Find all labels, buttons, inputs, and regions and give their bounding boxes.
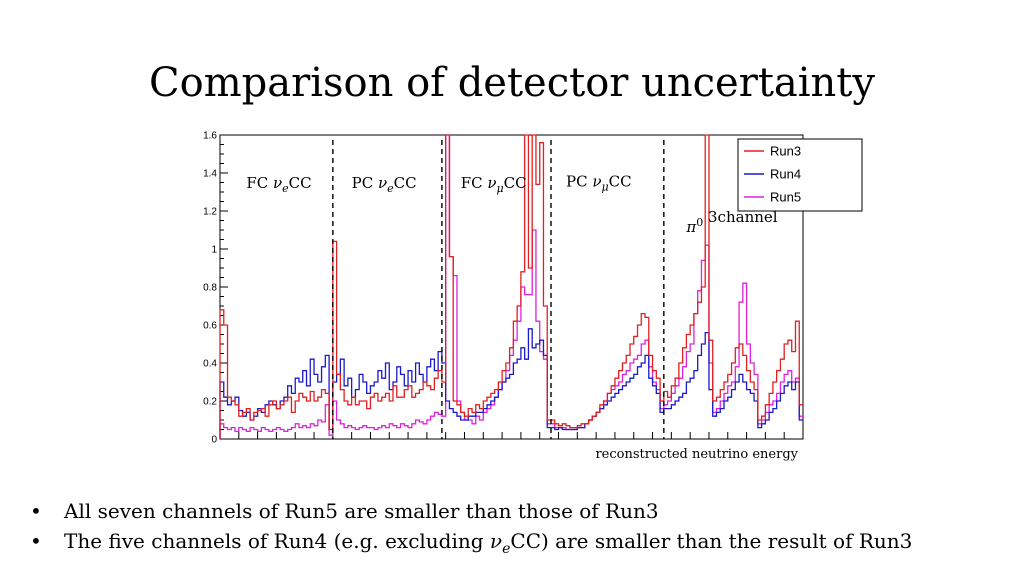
legend-label-run5: Run5 xyxy=(770,190,801,205)
bullet-marker: • xyxy=(30,499,42,523)
bullet-text-part: ν xyxy=(489,529,503,553)
y-tick-label: 1.4 xyxy=(203,169,217,180)
bullet-list: • All seven channels of Run5 are smaller … xyxy=(30,496,912,564)
bullet-item: • The five channels of Run4 (e.g. excludi… xyxy=(30,526,912,564)
y-tick-label: 1 xyxy=(211,245,217,256)
series-run4-histogram xyxy=(219,328,803,439)
series-run3-histogram xyxy=(219,134,803,439)
y-tick-label: 1.2 xyxy=(203,207,217,218)
y-tick-label: 0.8 xyxy=(203,283,217,294)
channel-label: PC νμCC xyxy=(566,172,632,193)
bullet-text-part: e xyxy=(502,541,511,557)
y-tick-label: 1.6 xyxy=(203,131,217,142)
plot-area: 0 0.2 0.4 0.6 0.8 1 1.2 1.4 1.6 FC νeCC PC νeCC FC … xyxy=(203,131,863,446)
y-tick-label: 0.4 xyxy=(203,359,217,370)
bullet-text-part: All seven channels of Run5 are smaller t… xyxy=(64,499,659,523)
channel-label: PC νeCC xyxy=(352,174,417,195)
channel-label: FC νeCC xyxy=(246,174,311,195)
channel-label: π0 3channel xyxy=(685,208,777,236)
legend-label-run3: Run3 xyxy=(770,144,801,159)
bullet-text-part: CC) are smaller than the result of Run3 xyxy=(510,529,913,553)
slide-title: Comparison of detector uncertainty xyxy=(149,60,875,106)
uncertainty-chart: 0 0.2 0.4 0.6 0.8 1 1.2 1.4 1.6 FC νeCC PC νeCC FC … xyxy=(203,131,863,462)
bullet-item: • All seven channels of Run5 are smaller … xyxy=(30,496,912,526)
legend-label-run4: Run4 xyxy=(770,167,801,182)
bullet-text-part: The five channels of Run4 (e.g. excludin… xyxy=(64,529,490,553)
y-tick-label: 0 xyxy=(211,435,217,446)
x-axis-label: reconstructed neutrino energy xyxy=(595,447,798,462)
channel-label: FC νμCC xyxy=(461,174,527,195)
y-tick-label: 0.6 xyxy=(203,321,217,332)
bullet-marker: • xyxy=(30,529,42,553)
y-tick-label: 0.2 xyxy=(203,397,217,408)
